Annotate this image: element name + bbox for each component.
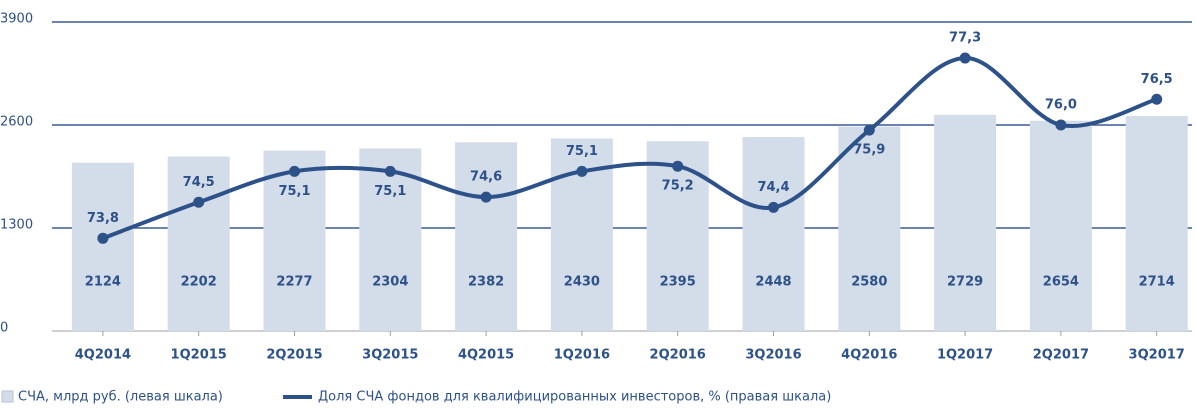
bar-label: 2395: [660, 275, 696, 290]
y-tick-label: 1300: [0, 218, 33, 233]
line-marker: [959, 52, 971, 64]
bar: [742, 137, 805, 331]
line-label: 75,1: [278, 184, 310, 199]
line-label: 76,5: [1141, 72, 1173, 87]
line-label: 75,1: [566, 144, 598, 159]
line-label: 73,8: [87, 211, 119, 226]
line-label: 74,4: [757, 180, 789, 195]
x-tick-label: 2Q2015: [266, 348, 322, 363]
line-label: 75,2: [662, 179, 694, 194]
x-tick-label: 1Q2015: [171, 348, 227, 363]
y-tick-label: 0: [0, 321, 8, 336]
x-tick-label: 4Q2015: [458, 348, 514, 363]
x-tick-label: 2Q2016: [650, 348, 706, 363]
bar: [167, 156, 230, 331]
legend-swatch: [1, 390, 14, 403]
bar: [71, 162, 134, 331]
bar-label: 2654: [1043, 275, 1079, 290]
line-marker: [1055, 119, 1067, 131]
line-label: 75,1: [374, 184, 406, 199]
bar: [934, 114, 997, 331]
bar-label: 2580: [851, 275, 887, 290]
line-label: 75,9: [853, 143, 885, 158]
bar-label: 2729: [947, 275, 983, 290]
x-tick-label: 4Q2016: [841, 348, 897, 363]
y-tick-label: 2600: [0, 115, 33, 130]
bar-label: 2382: [468, 275, 504, 290]
x-tick-label: 4Q2014: [75, 348, 131, 363]
line-label: 76,0: [1045, 98, 1077, 113]
line-marker: [768, 201, 779, 213]
line-marker: [289, 165, 300, 177]
line-label: 74,5: [183, 175, 215, 190]
legend-label: СЧА, млрд руб. (левая шкала): [18, 390, 223, 405]
line-marker: [480, 191, 492, 203]
x-tick-label: 3Q2017: [1129, 348, 1185, 363]
x-tick-label: 1Q2017: [937, 348, 993, 363]
bar: [1125, 115, 1188, 332]
bar-label: 2448: [755, 275, 791, 290]
x-tick-label: 1Q2016: [554, 348, 610, 363]
y-tick-label: 3900: [0, 12, 33, 27]
line-marker: [384, 165, 396, 177]
bar: [359, 148, 422, 331]
bar-label: 2202: [181, 275, 217, 290]
line-label: 77,3: [949, 31, 981, 46]
line-label: 74,6: [470, 170, 502, 185]
bar-label: 2124: [85, 275, 121, 290]
line: [102, 56, 1158, 241]
bar: [838, 126, 901, 331]
bar-label: 2304: [372, 275, 408, 290]
line-marker: [672, 160, 684, 172]
bar-label: 2430: [564, 275, 600, 290]
bar: [1029, 120, 1092, 332]
bar: [263, 150, 326, 331]
x-tick-label: 3Q2015: [362, 348, 418, 363]
line-marker: [97, 232, 109, 244]
bar-label: 2714: [1139, 275, 1175, 290]
line-marker: [193, 196, 205, 208]
legend-label: Доля СЧА фондов для квалифицированных ин…: [318, 390, 831, 405]
x-tick-label: 3Q2016: [745, 348, 801, 363]
bar: [455, 142, 518, 331]
line-marker: [863, 124, 875, 136]
line-marker: [576, 165, 588, 177]
bar-label: 2277: [276, 275, 312, 290]
line-marker: [1151, 93, 1163, 105]
x-tick-label: 2Q2017: [1033, 348, 1089, 363]
